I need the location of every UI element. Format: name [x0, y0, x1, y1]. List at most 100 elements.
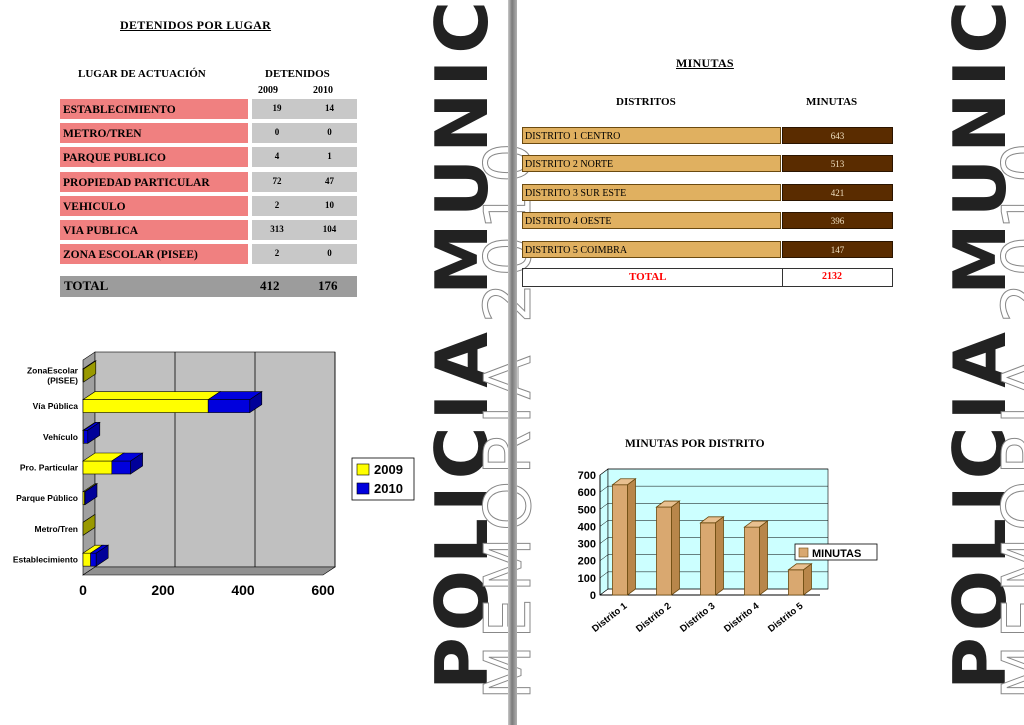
count-2009: 0: [252, 123, 302, 144]
bar-2010: [90, 552, 97, 567]
y-tick-label: 100: [578, 573, 596, 585]
gridline-side: [599, 588, 609, 596]
bar-side: [671, 500, 680, 596]
col-header-2009: 2009: [258, 85, 278, 96]
y-tick-label: 200: [578, 556, 596, 568]
bar-2010: [83, 429, 89, 444]
bar-side: [627, 477, 636, 596]
bar-2009: [82, 460, 113, 475]
bar-minutas: [656, 506, 672, 596]
minutes-total-label: TOTAL: [629, 271, 667, 283]
side-wall: [599, 468, 609, 596]
minutes-total-row: TOTAL 2132: [522, 268, 893, 287]
legend-swatch: [798, 547, 809, 558]
bar-side: [803, 563, 812, 596]
gridline-side: [599, 537, 609, 544]
right-title: MINUTAS: [676, 56, 734, 70]
legend-swatch: [356, 463, 370, 476]
watermark-memoria-right: MEMORIA 2010: [990, 136, 1024, 701]
minutes-chart-title: MINUTAS POR DISTRITO: [625, 438, 765, 450]
gridline-side: [599, 468, 609, 476]
bar-end-face: [249, 391, 263, 414]
bar-end-face: [95, 544, 109, 567]
detained-total-row: TOTAL 412 176: [60, 276, 357, 297]
gridline-side: [599, 503, 609, 510]
page-spine: [508, 0, 517, 725]
category-label: (PISEE): [47, 375, 78, 385]
x-tick-label: 0: [79, 582, 87, 598]
y-tick-label: 700: [578, 470, 596, 482]
district-minutes: 421: [782, 183, 893, 201]
category-label: Vehículo: [43, 432, 78, 442]
bar-minutas: [700, 522, 716, 596]
count-2010: 1: [302, 147, 357, 168]
place-label: METRO/TREN: [60, 123, 248, 144]
place-label: VEHICULO: [60, 195, 248, 216]
district-row: DISTRITO 2 NORTE 513: [522, 155, 893, 173]
category-label: Parque Público: [16, 493, 78, 503]
count-2010: 104: [302, 220, 357, 240]
bar-minutas: [612, 484, 628, 596]
bar-end-face: [130, 452, 143, 475]
count-2009: 313: [252, 220, 302, 240]
district-row: DISTRITO 4 OESTE 396: [522, 212, 893, 230]
district-row: DISTRITO 5 COIMBRA 147: [522, 240, 893, 258]
bar-top-2009: [82, 391, 222, 400]
bar-end-face: [82, 513, 96, 536]
category-label: ZonaEscolar: [27, 365, 79, 375]
y-tick-label: 500: [578, 504, 596, 516]
col-header-detained: DETENIDOS: [265, 68, 330, 80]
district-minutes: 147: [782, 240, 893, 258]
legend-label: MINUTAS: [812, 548, 861, 560]
bar-minutas: [744, 526, 760, 596]
minutes-total-value: 2132: [822, 271, 842, 282]
x-tick-label: Distrito 3: [678, 601, 717, 635]
x-tick-label: Distrito 5: [766, 600, 806, 634]
category-label: Establecimiento: [13, 555, 78, 565]
district-label: DISTRITO 3 SUR ESTE: [522, 183, 781, 201]
y-tick-label: 0: [590, 590, 596, 602]
detained-bar-chart: 0 200 400 600 Establecimiento Metro/Tren Parqu…: [13, 351, 415, 598]
count-2009: 4: [252, 147, 302, 168]
x-tick-label: Distrito 1: [590, 600, 630, 634]
count-2009: 2: [252, 244, 302, 265]
col-header-minutes: MINUTAS: [806, 96, 858, 108]
bar-minutas: [788, 569, 804, 596]
bar-end-face: [87, 421, 101, 444]
count-2010: 14: [302, 99, 357, 119]
district-label: DISTRITO 1 CENTRO: [522, 127, 781, 144]
category-label: Pro. Particular: [20, 463, 79, 473]
category-label: Vía Pública: [33, 401, 79, 411]
place-label: ZONA ESCOLAR (PISEE): [60, 244, 248, 265]
count-2010: 10: [302, 195, 357, 216]
count-2009: 72: [252, 171, 302, 192]
district-label: DISTRITO 2 NORTE: [522, 155, 781, 173]
gridline-side: [599, 554, 609, 561]
district-label: DISTRITO 4 OESTE: [522, 212, 781, 230]
gridline-side: [599, 571, 609, 579]
total-2009: 412: [260, 278, 280, 293]
bar-end-face: [84, 483, 98, 506]
legend-box: [794, 543, 878, 561]
district-minutes: 513: [782, 155, 893, 173]
x-tick-label: 600: [311, 582, 335, 598]
category-label: Metro/Tren: [35, 524, 78, 534]
y-tick-label: 600: [578, 487, 596, 499]
district-row: DISTRITO 3 SUR ESTE 421: [522, 183, 893, 201]
y-tick-label: 300: [578, 539, 596, 551]
col-header-2010: 2010: [313, 85, 333, 96]
x-tick-label: Distrito 2: [634, 601, 673, 635]
count-2010: 0: [302, 123, 357, 144]
district-minutes: 643: [782, 127, 893, 144]
total-2010: 176: [318, 278, 338, 293]
legend-label: 2009: [374, 462, 403, 477]
place-label: PROPIEDAD PARTICULAR: [60, 171, 248, 192]
district-row: DISTRITO 1 CENTRO 643: [522, 127, 893, 144]
place-label: PARQUE PUBLICO: [60, 147, 248, 168]
floor: [82, 566, 336, 576]
count-2010: 47: [302, 171, 357, 192]
total-label: TOTAL: [64, 278, 109, 293]
bar-2009: [82, 399, 209, 413]
legend-label: 2010: [374, 481, 403, 496]
